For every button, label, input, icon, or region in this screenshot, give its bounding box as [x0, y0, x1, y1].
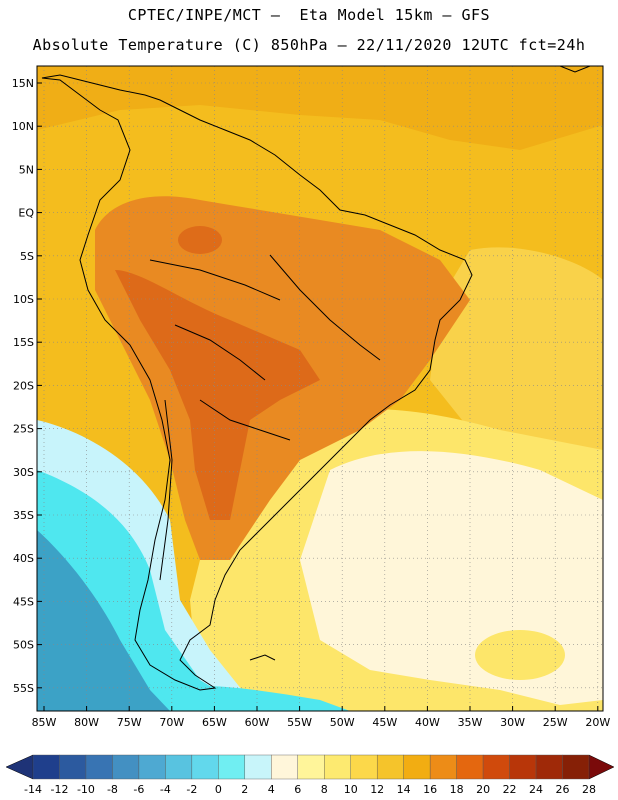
colorbar-under-arrow — [5, 754, 34, 780]
lat-label: 15N — [12, 77, 34, 90]
colorbar-swatch — [403, 754, 431, 780]
lon-label: 80W — [74, 716, 99, 729]
border-peru-brazil — [149, 259, 281, 301]
lat-label: 35S — [13, 509, 34, 522]
colorbar-swatch — [509, 754, 537, 780]
lon-label: 35W — [458, 716, 483, 729]
lon-label: 85W — [32, 716, 57, 729]
lat-label: 20S — [13, 379, 34, 392]
colorbar-label: 12 — [370, 783, 384, 796]
lat-label: 5N — [19, 163, 34, 176]
lon-label: 55W — [287, 716, 312, 729]
colorbar-label: 26 — [556, 783, 570, 796]
colorbar-label: 0 — [215, 783, 222, 796]
colorbar-swatch — [297, 754, 325, 780]
colorbar-label: 14 — [397, 783, 411, 796]
colorbar-swatch — [138, 754, 166, 780]
colorbar-label: -4 — [160, 783, 171, 796]
lon-label: 25W — [543, 716, 568, 729]
chart-title-line1: CPTEC/INPE/MCT – Eta Model 15km – GFS — [127, 6, 491, 24]
colorbar-label: 2 — [241, 783, 248, 796]
colorbar-swatch — [324, 754, 351, 780]
coast-falklands — [249, 654, 276, 661]
border-brazil-bolivia — [269, 254, 381, 361]
colorbar-swatch — [535, 754, 563, 780]
lat-label: 50S — [13, 639, 34, 652]
colorbar-swatch — [562, 754, 590, 780]
colorbar-swatch — [482, 754, 510, 780]
colorbar-label: 28 — [582, 783, 596, 796]
lat-label: 15S — [13, 336, 34, 349]
colorbar-label: 18 — [450, 783, 464, 796]
lon-label: 65W — [202, 716, 227, 729]
field-cyan-south — [160, 685, 350, 711]
lon-label: 20W — [585, 716, 610, 729]
colorbar-swatch — [456, 754, 484, 780]
south-america-coast — [41, 74, 473, 691]
lat-label: 5S — [20, 250, 34, 263]
lat-label: 10N — [12, 120, 34, 133]
colorbar-swatch — [59, 754, 87, 780]
colorbar-swatch — [191, 754, 219, 780]
colorbar-swatch — [85, 754, 113, 780]
field-land-22-24 — [115, 270, 320, 520]
colorbar-label: -14 — [24, 783, 42, 796]
lon-label: 45W — [372, 716, 397, 729]
colorbar-swatch — [376, 754, 404, 780]
colorbar-swatch — [218, 754, 246, 780]
colorbar-label: -8 — [107, 783, 118, 796]
lon-label: 70W — [159, 716, 184, 729]
lon-label: 60W — [245, 716, 270, 729]
colorbar-swatch — [429, 754, 457, 780]
colorbar-label: 6 — [294, 783, 301, 796]
colorbar-swatch — [350, 754, 378, 780]
lat-label: 10S — [13, 293, 34, 306]
colorbar-label: 4 — [268, 783, 275, 796]
lat-label: 40S — [13, 552, 34, 565]
colorbar: -14 -12 -10 -8 -6 -4 -2 0 2 4 6 8 10 12 14 16 18 20 22 24 26… — [5, 754, 615, 796]
lon-label: 30W — [500, 716, 525, 729]
lon-label: 75W — [117, 716, 142, 729]
lat-label: EQ — [18, 207, 34, 220]
colorbar-label: -10 — [77, 783, 95, 796]
lon-label: 40W — [415, 716, 440, 729]
lat-label: 45S — [13, 595, 34, 608]
colorbar-swatch — [165, 754, 193, 780]
longitude-labels: 85W 80W 75W 70W 65W 60W 55W 50W 45W 40W 35W 30W 25W 2… — [32, 706, 610, 729]
colorbar-over-arrow — [588, 754, 615, 780]
border-argentina-paraguay — [199, 399, 291, 441]
colorbar-swatch — [112, 754, 140, 780]
colorbar-label: 22 — [503, 783, 517, 796]
latitude-labels: 15N 10N 5N EQ 5S 10S 15S 20S 25S 30S 35S 40S 45S 50S 5… — [12, 77, 42, 695]
field-caribbean-18-20 — [37, 66, 603, 150]
lon-label: 50W — [330, 716, 355, 729]
colorbar-label: 24 — [529, 783, 543, 796]
field-amazon-hot — [178, 226, 222, 254]
border-bolivia — [174, 324, 266, 381]
colorbar-label: -6 — [133, 783, 144, 796]
colorbar-swatch — [271, 754, 298, 780]
border-chile-argentina — [159, 399, 173, 581]
lat-label: 25S — [13, 423, 34, 436]
lat-label: 30S — [13, 466, 34, 479]
coastlines — [41, 65, 591, 691]
temperature-field — [37, 66, 603, 711]
colorbar-label: 20 — [476, 783, 490, 796]
field-blue-neg — [37, 530, 170, 711]
colorbar-label: -12 — [50, 783, 68, 796]
field-blob-yellow — [475, 630, 565, 680]
colorbar-swatch — [32, 754, 60, 780]
colorbar-label: 16 — [423, 783, 437, 796]
colorbar-swatch — [244, 754, 272, 780]
lat-label: 55S — [13, 682, 34, 695]
colorbar-label: 8 — [321, 783, 328, 796]
colorbar-label: -2 — [186, 783, 197, 796]
map-frame — [36, 65, 604, 712]
coast-caribbean-islands — [559, 65, 591, 73]
colorbar-label: 10 — [344, 783, 358, 796]
chart-title-line2: Absolute Temperature (C) 850hPa – 22/11/… — [32, 36, 586, 54]
